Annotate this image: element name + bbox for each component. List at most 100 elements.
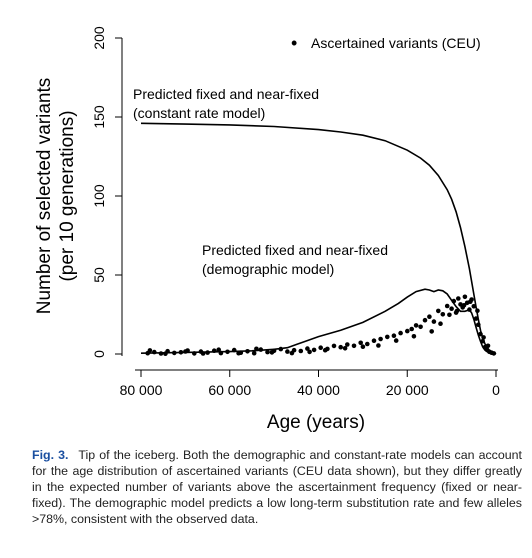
data-point [216,347,221,353]
data-point [461,303,467,308]
data-point [183,349,188,354]
data-point [385,334,390,340]
data-point [468,299,473,305]
x-tick-label: 40 000 [297,382,340,398]
data-point [391,333,397,339]
data-point [398,330,403,336]
data-point [405,328,410,334]
data-point [192,351,197,356]
data-point [298,348,304,354]
data-point [431,319,437,324]
data-point [480,338,486,344]
data-point [393,338,399,343]
data-point [245,349,250,354]
data-point [331,343,337,349]
data-point [345,342,350,347]
data-point [269,350,275,355]
data-point [200,351,206,356]
data-point [338,344,344,350]
legend-marker: • [291,33,297,53]
x-axis-label: Age (years) [267,412,365,433]
y-tick-label: 100 [91,184,107,208]
x-ticks: 80 000 60 000 40 000 20 000 0 [120,370,500,398]
data-point [322,347,328,353]
data-point [251,350,257,356]
data-point [289,350,295,356]
data-point [413,323,419,328]
annotation-demographic-line2: (demographic model) [202,261,334,277]
y-ticks: 0 50 100 150 200 [91,26,122,358]
caption-text: Tip of the iceberg. Both the demographic… [32,448,522,526]
annotation-constant-rate-line1: Predicted fixed and near-fixed [133,86,319,102]
data-point [305,346,310,351]
data-point [438,321,443,327]
annotation-demographic-line1: Predicted fixed and near-fixed [202,242,388,258]
data-point [429,329,435,334]
caption-figure-label: Fig. 3. [32,448,69,462]
demographic-model-line [140,288,497,355]
y-tick-label: 150 [91,105,107,129]
y-tick-label: 50 [91,267,107,283]
data-point [371,338,377,344]
data-point [254,346,259,352]
y-axis-label-line2: (per 10 generations) [57,110,78,281]
data-point [481,335,486,340]
data-point [378,336,383,342]
y-axis-label-line1: Number of selected variants [34,78,55,315]
data-point [285,349,290,354]
chart: 0 50 100 150 200 80 000 60 000 40 000 20 000 0 N… [34,26,500,433]
data-point [449,306,454,312]
data-point [158,351,164,356]
data-point [307,349,312,355]
data-point [147,348,153,353]
scatter-points [145,294,497,357]
data-point [409,326,415,332]
data-point [462,294,468,300]
data-point [436,308,441,314]
data-point [351,343,357,349]
data-point [311,347,317,353]
data-point [491,351,497,356]
data-point [471,304,477,309]
data-point [318,345,324,351]
y-tick-label: 200 [91,26,107,50]
x-tick-label: 80 000 [120,382,163,398]
data-point [231,347,237,353]
data-point [456,296,461,301]
data-point [365,341,370,347]
data-point [211,348,217,354]
data-point [467,307,472,312]
data-point [485,343,491,349]
data-point [444,303,450,309]
data-point [358,340,364,346]
data-point [163,351,168,357]
data-point [476,322,481,328]
constant-rate-model-line [140,122,497,355]
data-point [265,349,270,355]
data-point [473,316,479,321]
data-point [205,350,210,355]
data-point [411,334,417,339]
data-point [278,346,284,352]
data-point [422,317,428,323]
data-point [427,314,432,320]
data-point [478,331,483,337]
data-point [451,298,457,304]
data-point [360,344,366,350]
figure-caption: Fig. 3. Tip of the iceberg. Both the demo… [32,447,522,527]
model-lines [140,122,497,355]
figure-panel: 0 50 100 150 200 80 000 60 000 40 000 20 000 0 N… [34,26,500,433]
data-point [218,350,224,356]
data-point [152,349,157,355]
data-point [172,350,177,356]
x-tick-label: 20 000 [386,382,429,398]
data-point [440,312,446,317]
x-tick-label: 60 000 [208,382,251,398]
data-point [225,349,230,355]
data-point [418,324,423,330]
data-point [236,350,241,356]
data-point [376,343,381,348]
data-point [475,308,480,314]
x-tick-label: 0 [492,382,500,398]
y-tick-label: 0 [91,350,107,358]
